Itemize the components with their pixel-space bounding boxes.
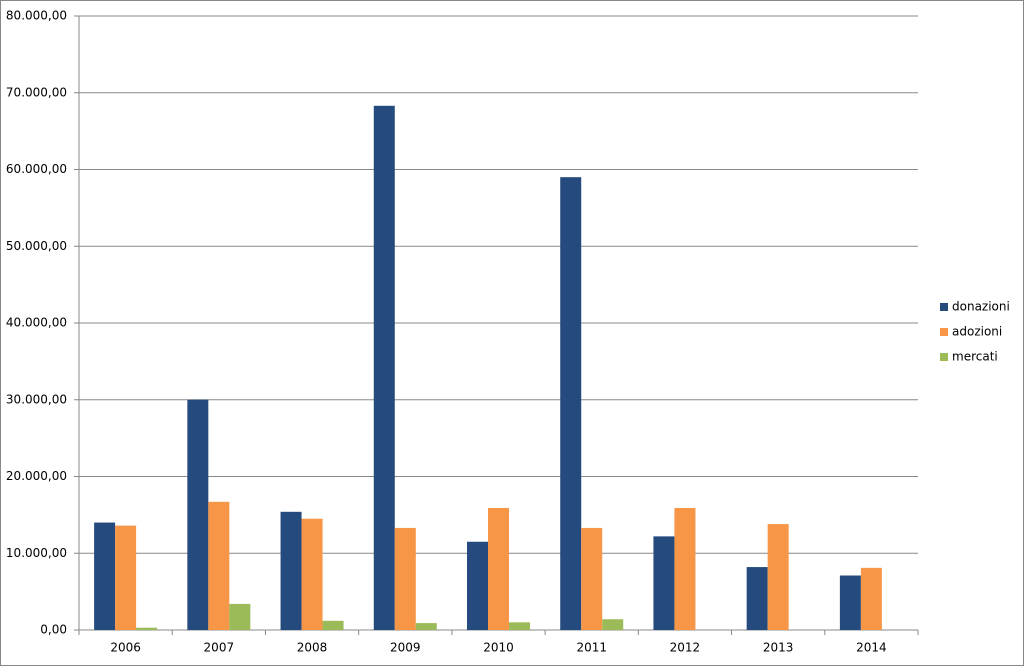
x-tick-label: 2010 (483, 641, 514, 655)
bar (415, 623, 437, 630)
x-tick-label: 2013 (763, 641, 794, 655)
y-tick-label: 20.000,00 (6, 469, 67, 483)
x-tick-label: 2014 (856, 641, 887, 655)
bar (488, 507, 509, 630)
y-tick-label: 30.000,00 (6, 392, 67, 406)
bar (581, 527, 603, 630)
y-tick-label: 0,00 (40, 623, 67, 637)
bar (394, 527, 416, 630)
y-tick-label: 60.000,00 (6, 162, 67, 176)
bar (860, 567, 882, 630)
bar (839, 575, 861, 630)
bar (229, 603, 251, 630)
bar (115, 525, 137, 630)
x-tick-label: 2009 (390, 641, 421, 655)
bar (467, 541, 488, 630)
y-tick-label: 50.000,00 (6, 239, 67, 253)
legend-label: donazioni (952, 300, 1010, 314)
bar (208, 501, 230, 630)
bar (322, 620, 344, 630)
x-tick-label: 2011 (576, 641, 607, 655)
legend-swatch (940, 353, 948, 361)
bar (767, 524, 789, 630)
y-tick-label: 40.000,00 (6, 316, 67, 330)
x-tick-label: 2012 (670, 641, 701, 655)
bar (373, 105, 395, 631)
bar (301, 518, 323, 630)
y-tick-label: 10.000,00 (6, 546, 67, 560)
y-tick-label: 70.000,00 (6, 85, 67, 99)
legend-swatch (940, 303, 948, 311)
legend-label: mercati (952, 350, 998, 364)
bar (674, 507, 696, 630)
legend-swatch (940, 328, 948, 336)
x-tick-label: 2006 (110, 641, 141, 655)
bar (94, 522, 116, 630)
bar (653, 536, 675, 630)
bar (602, 619, 624, 630)
y-tick-label: 80.000,00 (6, 9, 67, 23)
bar (187, 399, 209, 630)
bar (280, 511, 302, 630)
bar (560, 177, 582, 631)
bar (746, 567, 768, 630)
x-tick-label: 2008 (297, 641, 328, 655)
bar (136, 627, 158, 630)
legend-label: adozioni (952, 325, 1002, 339)
x-tick-label: 2007 (204, 641, 235, 655)
bar (509, 622, 530, 630)
